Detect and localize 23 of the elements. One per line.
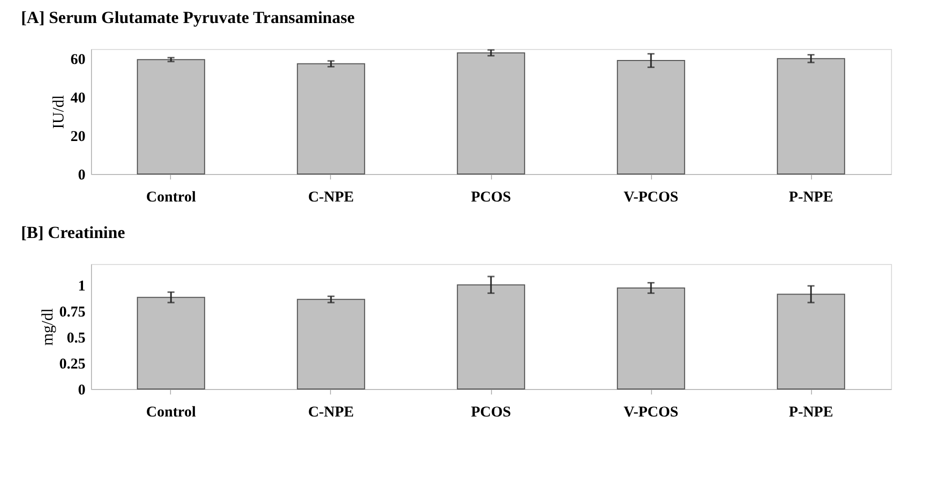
y-tick-label: 20	[70, 129, 86, 146]
x-tick-label: C-NPE	[308, 190, 354, 206]
y-axis-title: IU/dl	[50, 94, 68, 129]
y-tick-label: 0	[78, 382, 86, 398]
x-tick-label: V-PCOS	[624, 404, 678, 420]
y-tick-label: 60	[70, 52, 86, 68]
x-tick-label: PCOS	[470, 404, 512, 420]
y-tick-label: 1	[78, 278, 86, 294]
x-tick-label: Control	[146, 404, 196, 420]
x-tick-label: P-NPE	[788, 190, 834, 206]
y-tick-label: 0	[78, 168, 86, 184]
y-tick-label: 0.25	[59, 356, 86, 372]
x-tick-label: C-NPE	[308, 404, 354, 420]
y-tick-label: 40	[70, 90, 86, 107]
chart-title: [A] Serum Glutamate Pyruvate Transaminase	[21, 8, 356, 27]
x-tick-label: Control	[146, 190, 196, 206]
chart-title: [B] Creatinine	[21, 223, 126, 242]
y-axis-title: mg/dl	[39, 308, 56, 346]
y-tick-label: 0.5	[66, 330, 86, 346]
x-tick-label: V-PCOS	[624, 190, 678, 206]
x-tick-label: PCOS	[470, 190, 512, 206]
x-tick-label: P-NPE	[788, 404, 834, 420]
y-tick-label: 0.75	[59, 304, 86, 320]
